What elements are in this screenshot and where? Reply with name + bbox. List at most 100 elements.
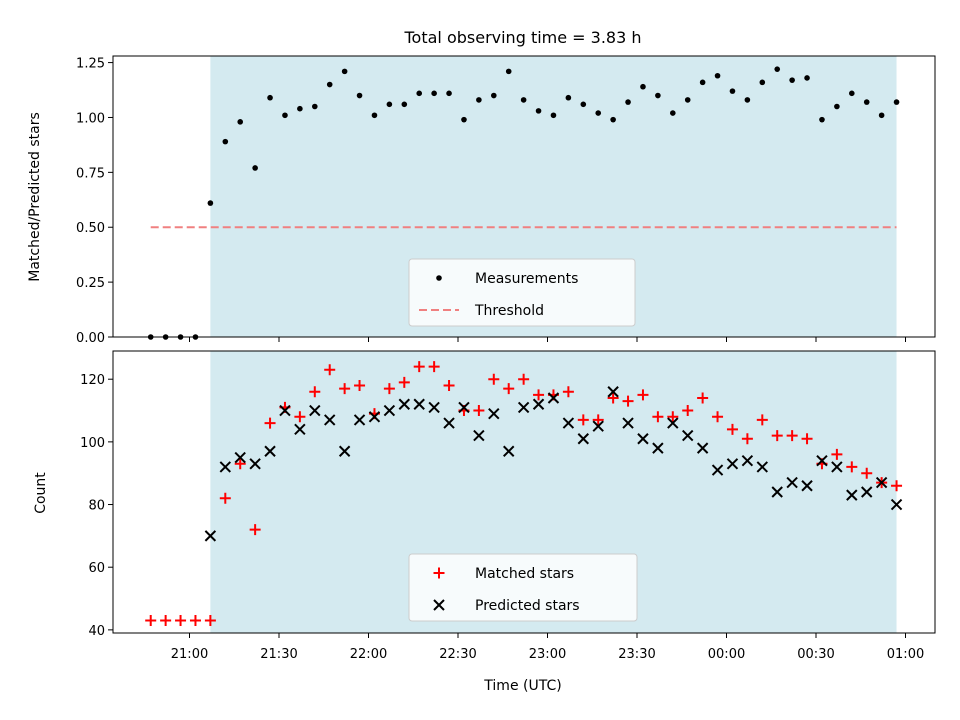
x-tick-label: 21:30 [260,647,297,662]
measurement-point [893,99,900,105]
predicted-star-point [473,429,485,442]
predicted-star-point [816,454,828,467]
matched-star-point [831,448,843,460]
ratio-axes-frame [112,55,936,338]
matched-star-point [712,411,724,423]
predicted-star-point [398,398,411,410]
x-axis-label: Time (UTC) [483,678,561,694]
predicted-star-point [831,461,843,473]
x-tick-label: 22:30 [439,647,476,662]
legend-plus-swatch [433,567,445,579]
predicted-star-point [562,417,575,429]
predicted-star-point [771,486,783,498]
matched-star-point [175,614,187,626]
x-tick-label: 00:30 [797,647,834,662]
measurement-point [640,83,646,90]
legend-label: Matched stars [475,566,574,582]
legend-box [408,258,636,327]
matched-star-point [398,376,410,388]
matched-star-point [846,461,858,473]
y-tick-label: 0.25 [76,276,105,291]
predicted-star-point [741,454,754,467]
matched-star-point [607,392,619,404]
matched-star-point [592,414,604,426]
y-tick-label: 1.25 [76,57,105,72]
x-tick-label: 23:30 [618,647,655,662]
predicted-star-point [875,476,888,489]
x-tick-label: 21:00 [171,647,208,662]
predicted-star-point [622,417,634,429]
matched-star-point [667,411,679,423]
measurement-point [520,97,527,103]
predicted-star-point [264,445,276,457]
measurement-point [326,81,333,88]
predicted-star-point [667,417,679,429]
matched-star-point [577,414,589,426]
matched-star-point [473,405,485,417]
predicted-star-point [324,414,336,426]
measurement-point [341,68,348,75]
count-panel: 40 60 80 100 120 21:00 21:30 22:00 22:30 23:00 23… [33,350,936,694]
y-tick-label: 1.00 [76,111,105,126]
measurement-point [237,119,244,125]
matched-star-point [428,361,440,373]
count-y-ticks: 40 60 80 100 120 [80,373,113,639]
measurement-point [356,92,363,99]
matched-star-point [488,373,500,385]
legend-label: Measurements [475,271,578,287]
measurement-point [297,105,303,112]
matched-star-point [339,383,351,395]
measurement-point [401,101,408,108]
measurement-point [580,101,587,108]
predicted-star-point [219,461,232,473]
measurement-point [565,94,572,101]
measurement-point [699,79,706,86]
measurement-point [252,165,258,171]
measurement-point [819,116,825,123]
x-tick-label: 00:00 [708,647,745,662]
predicted-star-point [413,398,425,410]
predicted-star-point [532,398,545,410]
matched-star-point [294,411,306,423]
matched-star-point [443,379,455,391]
matched-star-point [160,614,172,626]
count-y-axis-label: Count [33,472,49,514]
predicted-star-point [338,445,351,457]
predicted-star-point [577,433,590,445]
measurement-point [863,99,870,105]
legend-dot-swatch [436,275,442,281]
predicted-star-point [786,476,798,489]
chart-title: Total observing time = 3.83 h [403,28,641,47]
measurement-point [684,97,691,103]
predicted-star-point [801,480,813,492]
matched-star-point [413,361,425,373]
measurement-point [744,97,751,103]
matched-star-point [786,430,798,442]
predicted-star-point [204,530,217,542]
ratio-x-ticks [189,337,906,342]
x-tick-label: 01:00 [887,647,924,662]
measurement-point [834,103,840,110]
matched-star-point [145,614,157,626]
measurement-point [625,99,631,105]
matched-star-point [518,373,530,385]
measurement-point [207,200,214,206]
predicted-star-point [234,451,246,464]
predicted-star-point [547,392,560,404]
measurement-point [550,112,557,119]
measurement-point [431,90,437,97]
predicted-star-point [517,401,530,414]
ratio-panel: 0.00 0.25 0.50 0.75 1.00 1.25 Total observing… [27,28,936,346]
y-tick-label: 60 [88,561,105,576]
predicted-star-point [726,458,739,470]
y-tick-label: 0.75 [76,166,105,181]
matched-star-point [219,492,231,504]
matched-star-point [771,430,783,442]
matched-star-point [726,423,738,435]
measurement-point [386,101,393,108]
matched-star-point [697,392,709,404]
matched-star-point [309,386,321,398]
matched-star-point [189,614,201,626]
measurement-point [729,88,736,94]
count-axes-frame [112,350,936,634]
